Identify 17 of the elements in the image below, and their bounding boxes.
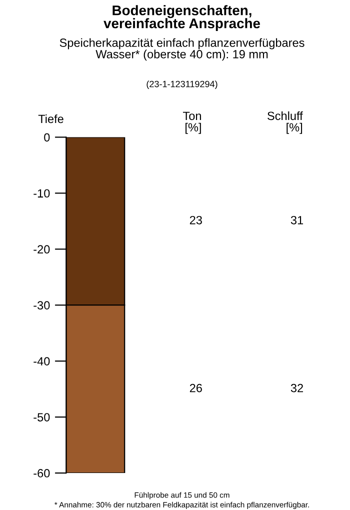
y-axis-title: Tiefe bbox=[38, 114, 64, 124]
y-tick-label: -50 bbox=[34, 413, 50, 422]
text: Bodeneigenschaften, vereinfachte Ansprache bbox=[104, 5, 260, 32]
text: Speicherkapazität einfach pflanzenverfügbares Wasser* (oberste 40 cm): 19 mm bbox=[60, 38, 304, 61]
y-tick-label: -40 bbox=[34, 357, 50, 366]
text: 23 bbox=[190, 216, 202, 224]
text: (23-1-123119294) bbox=[146, 80, 218, 89]
y-tick-label: 0 bbox=[44, 133, 50, 142]
text: Ton [%] bbox=[182, 112, 201, 134]
y-tick-label: -30 bbox=[34, 301, 50, 310]
text: 26 bbox=[190, 384, 202, 392]
y-tick-label: -60 bbox=[34, 469, 50, 478]
y-tick-label: -20 bbox=[34, 245, 50, 254]
text: 32 bbox=[290, 384, 303, 392]
text: 31 bbox=[290, 216, 304, 224]
text: Schluff [%] bbox=[268, 111, 303, 134]
y-tick-label: -10 bbox=[34, 189, 50, 198]
